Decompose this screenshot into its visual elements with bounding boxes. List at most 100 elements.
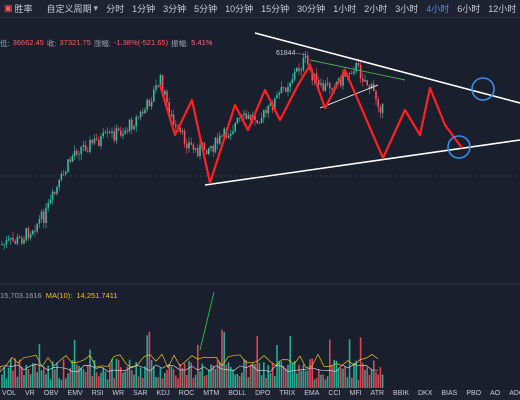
timeframe-10[interactable]: 4小时 xyxy=(426,4,450,14)
timeframe-7[interactable]: 1小时 xyxy=(333,4,357,14)
volume-bar xyxy=(359,337,362,388)
timeframe-2[interactable]: 3分钟 xyxy=(163,4,187,14)
timeframe-3[interactable]: 5分钟 xyxy=(194,4,218,14)
volume-bar xyxy=(212,365,214,388)
volume-bar xyxy=(54,369,56,388)
timeframe-11[interactable]: 6小时 xyxy=(457,4,481,14)
ma-label: MA(10): xyxy=(45,291,73,300)
indicator-tab-10[interactable]: BOLL xyxy=(228,390,247,397)
indicator-tab-5[interactable]: WR xyxy=(112,390,125,397)
indicator-tab-0[interactable]: VOL xyxy=(2,390,17,397)
candle-body xyxy=(291,79,294,83)
candle-body xyxy=(377,99,379,108)
volume-bar xyxy=(298,364,300,388)
candle-body xyxy=(304,55,307,58)
volume-bar xyxy=(62,359,65,388)
volume-bar xyxy=(14,358,16,388)
indicator-tab-14[interactable]: CCI xyxy=(328,390,341,397)
indicator-tab-12[interactable]: TRIX xyxy=(279,390,296,397)
candle-body xyxy=(62,173,65,175)
candle-body xyxy=(78,154,80,156)
timeframe-5[interactable]: 15分钟 xyxy=(261,4,290,14)
candle-body xyxy=(122,133,124,136)
candle-body xyxy=(58,179,60,187)
volume-bar xyxy=(80,367,82,388)
candle-body xyxy=(104,132,107,134)
timeframe-12[interactable]: 12小时 xyxy=(488,4,517,14)
candle-body xyxy=(45,207,47,224)
candle-body xyxy=(69,159,71,162)
candle-body xyxy=(153,89,155,102)
volume-bar xyxy=(139,367,142,388)
indicator-tab-3[interactable]: EMV xyxy=(67,390,83,397)
indicator-tab-18[interactable]: DKX xyxy=(417,390,433,397)
candle-body xyxy=(208,148,210,155)
timeframe-4[interactable]: 10分钟 xyxy=(225,4,254,14)
candle-body xyxy=(172,114,175,125)
indicator-tab-1[interactable]: VR xyxy=(25,390,35,397)
indicator-tab-13[interactable]: EMA xyxy=(304,390,320,397)
volume-bar xyxy=(304,371,307,388)
timeframe-0[interactable]: 分时 xyxy=(106,4,125,14)
timeframe-9[interactable]: 3小时 xyxy=(395,4,419,14)
close-value: 37321.75 xyxy=(59,38,91,47)
app-logo[interactable]: ▣ 胜率 xyxy=(0,2,37,15)
indicator-tab-4[interactable]: RSI xyxy=(91,390,104,397)
volume-bar xyxy=(214,368,217,388)
candle-body xyxy=(7,239,10,241)
indicator-tab-16[interactable]: ATR xyxy=(370,390,385,397)
candle-body xyxy=(243,113,245,115)
volume-bar xyxy=(337,368,340,388)
volume-bar xyxy=(117,359,120,388)
candle-body xyxy=(71,156,74,162)
volume-bar xyxy=(263,362,265,388)
candle-body xyxy=(102,132,104,137)
candle-body xyxy=(260,117,263,123)
indicator-tab-15[interactable]: MFI xyxy=(349,390,362,397)
volume-bar xyxy=(197,344,199,388)
candle-body xyxy=(29,234,32,238)
indicator-tab-6[interactable]: SAR xyxy=(133,390,148,397)
candle-body xyxy=(43,211,45,224)
indicator-tab-17[interactable]: BBIK xyxy=(393,390,409,397)
volume-bar xyxy=(223,331,225,388)
indicator-tab-11[interactable]: DPO xyxy=(255,390,271,397)
indicator-tab-20[interactable]: PBO xyxy=(466,390,482,397)
candle-body xyxy=(311,69,313,81)
candle-body xyxy=(175,124,177,127)
candle-body xyxy=(194,148,197,150)
volume-bar xyxy=(271,363,274,388)
volume-bar xyxy=(381,374,384,388)
volume-bar xyxy=(208,369,210,388)
candle-body xyxy=(150,101,153,107)
indicator-tab-19[interactable]: BIAS xyxy=(441,390,458,397)
timeframe-8[interactable]: 2小时 xyxy=(364,4,388,14)
timeframe-6[interactable]: 30分钟 xyxy=(297,4,326,14)
candle-body xyxy=(287,87,289,92)
candle-body xyxy=(60,173,63,180)
candle-body xyxy=(254,115,256,121)
volume-bar xyxy=(368,374,371,388)
indicator-tab-2[interactable]: OBV xyxy=(43,390,59,397)
volume-bar xyxy=(236,373,239,388)
custom-period-button[interactable]: 自定义周期 ▾ xyxy=(43,2,103,15)
candle-body xyxy=(263,110,265,118)
small-white-trend-line xyxy=(319,84,379,109)
volume-bar xyxy=(355,360,357,388)
indicator-tab-21[interactable]: AO xyxy=(490,390,501,397)
candle-body xyxy=(179,127,181,133)
indicator-tab-22[interactable]: ADOSC xyxy=(509,390,520,397)
volume-bar xyxy=(87,365,89,388)
indicator-tab-9[interactable]: MTM xyxy=(203,390,220,397)
volume-bar xyxy=(331,365,333,388)
candle-body xyxy=(25,228,27,240)
indicator-tab-8[interactable]: ROC xyxy=(178,390,195,397)
volume-bar xyxy=(254,364,256,388)
timeframe-1[interactable]: 1分钟 xyxy=(132,4,156,14)
candle-body xyxy=(186,143,188,149)
volume-bar xyxy=(45,374,47,388)
candle-body xyxy=(227,135,230,138)
candle-body xyxy=(278,93,280,95)
indicator-tab-7[interactable]: KDJ xyxy=(156,390,170,397)
